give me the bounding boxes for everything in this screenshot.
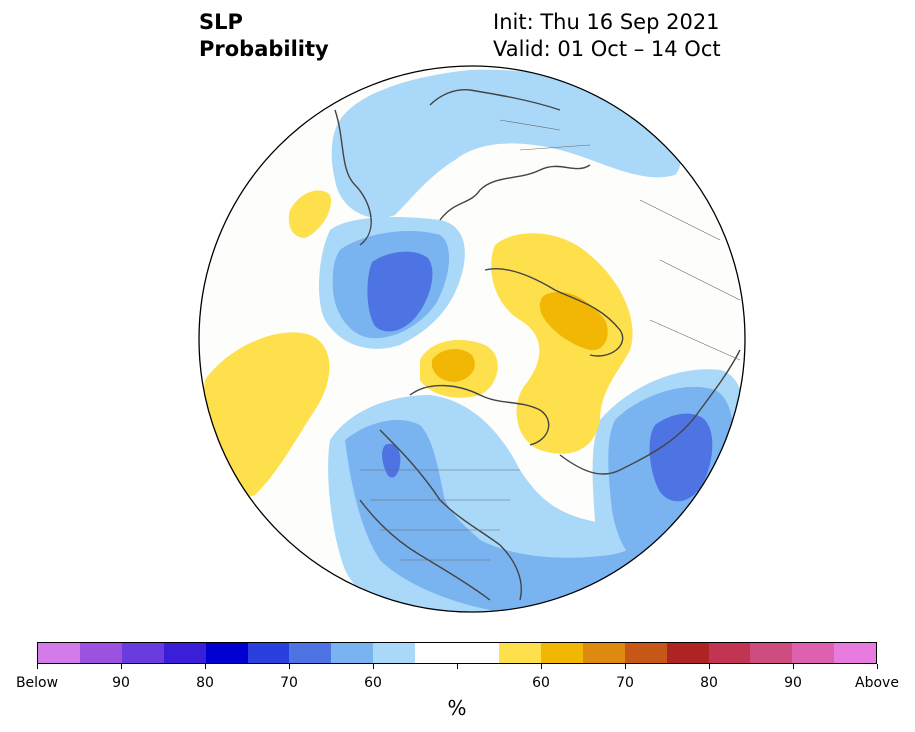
colorbar-tick-label: 70 xyxy=(280,675,298,691)
colorbar-segment xyxy=(415,643,458,663)
colorbar-tick-label: 90 xyxy=(112,675,130,691)
title-product: Probability xyxy=(199,37,329,61)
coastline-alaska xyxy=(559,349,741,475)
polar-map xyxy=(198,65,746,613)
borders xyxy=(360,119,741,561)
colorbar-segment xyxy=(498,643,541,663)
colorbar-tick xyxy=(876,664,878,669)
border-lines-america xyxy=(360,469,520,561)
coastline-north-america xyxy=(379,429,522,601)
above-60-region-siberia xyxy=(491,233,633,454)
coastline-us-east xyxy=(359,499,491,601)
colorbar-tick-label: 90 xyxy=(784,675,802,691)
below-70-region-pacific xyxy=(649,413,713,502)
colorbar-segment xyxy=(708,643,751,663)
colorbar-segment xyxy=(750,643,793,663)
colorbar-tick xyxy=(204,664,206,669)
init-date: Init: Thu 16 Sep 2021 xyxy=(493,10,720,34)
coastlines xyxy=(334,88,741,601)
title-block-left: SLP Probability xyxy=(199,9,329,63)
colorbar-segment xyxy=(163,643,206,663)
valid-period: Valid: 01 Oct – 14 Oct xyxy=(493,37,721,61)
above-60-region-west xyxy=(204,332,330,497)
colorbar-tick xyxy=(792,664,794,669)
colorbar-segment xyxy=(373,643,416,663)
coastline-europe-west xyxy=(334,109,372,246)
colorbar-segment xyxy=(666,643,709,663)
colorbar-segment xyxy=(834,643,877,663)
colorbar-tick-label: 80 xyxy=(700,675,718,691)
below-70-region-america xyxy=(382,443,401,478)
colorbar-tick-label: Below xyxy=(15,675,59,691)
colorbar-tick-label: 60 xyxy=(364,675,382,691)
globe-outline xyxy=(198,65,746,613)
coastline-africa-north xyxy=(429,88,561,111)
below-60-region-europe xyxy=(331,69,681,219)
colorbar-unit: % xyxy=(447,696,467,720)
colorbar-segment xyxy=(289,643,332,663)
colorbar-segment xyxy=(121,643,164,663)
colorbar-tick xyxy=(372,664,374,669)
colorbar-segment xyxy=(792,643,835,663)
above-60-region-small xyxy=(288,190,331,238)
below-70-region-atlantic xyxy=(367,251,433,332)
colorbar xyxy=(37,642,877,664)
colorbar-segment xyxy=(582,643,625,663)
colorbar-tick xyxy=(120,664,122,669)
colorbar-segment xyxy=(79,643,122,663)
border-lines-europe xyxy=(499,119,591,151)
colorbar-tick xyxy=(456,664,458,669)
colorbar-segment xyxy=(457,643,499,663)
title-variable: SLP xyxy=(199,10,243,34)
colorbar-tick-label: Above xyxy=(855,675,899,691)
colorbar-segment xyxy=(624,643,667,663)
colorbar-segment xyxy=(540,643,583,663)
colorbar-tick xyxy=(288,664,290,669)
colorbar-segment xyxy=(247,643,290,663)
colorbar-tick-label: 60 xyxy=(532,675,550,691)
border-lines-asia xyxy=(639,199,741,361)
colorbar-segment xyxy=(331,643,374,663)
colorbar-tick xyxy=(36,664,38,669)
colorbar-segment xyxy=(205,643,248,663)
colorbar-tick xyxy=(540,664,542,669)
colorbar-tick xyxy=(624,664,626,669)
colorbar-tick-label: 70 xyxy=(616,675,634,691)
coastline-europe-north xyxy=(439,164,591,221)
above-65-region-arctic xyxy=(431,348,475,382)
colorbar-tick-label: 80 xyxy=(196,675,214,691)
colorbar-segment xyxy=(38,643,80,663)
coastline-arctic-islands xyxy=(409,384,550,446)
title-block-right: Init: Thu 16 Sep 2021 Valid: 01 Oct – 14… xyxy=(493,9,721,63)
coastline-siberia xyxy=(484,268,624,357)
colorbar-tick xyxy=(708,664,710,669)
